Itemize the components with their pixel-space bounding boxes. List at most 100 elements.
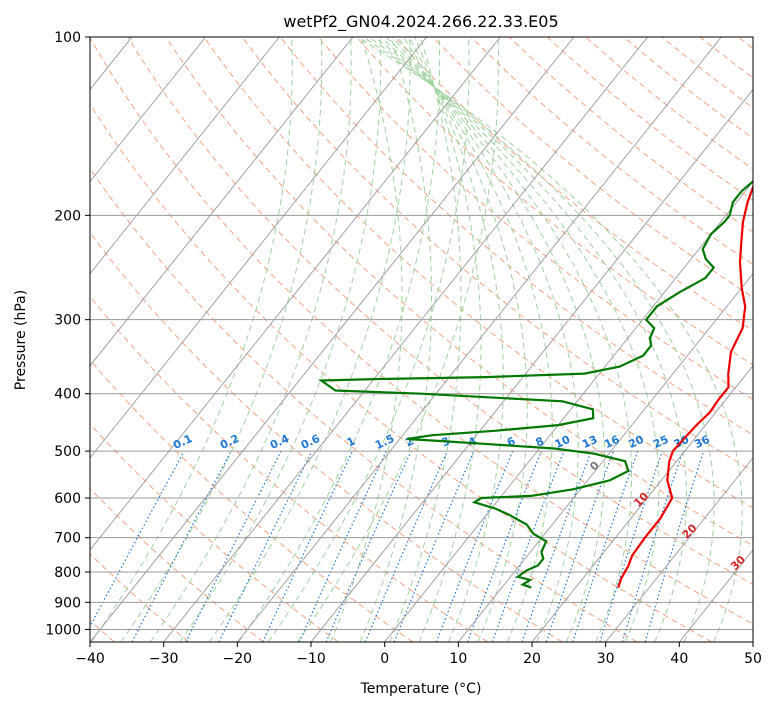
mixing-ratio-label: 0.6 xyxy=(299,432,322,452)
isotherm xyxy=(90,37,428,459)
y-tick-label: 900 xyxy=(54,595,81,611)
isotherm xyxy=(605,457,753,642)
dry-adiabat xyxy=(394,37,753,332)
dewpoint-line xyxy=(317,179,753,589)
mixing-ratio-line xyxy=(621,450,684,642)
dry-adiabat xyxy=(90,167,638,642)
x-tick-label: −40 xyxy=(75,651,105,667)
mixing-ratio-line xyxy=(572,450,639,642)
mixing-ratio-line xyxy=(364,450,448,642)
moist-adiabat xyxy=(238,37,441,642)
x-tick-label: −10 xyxy=(296,651,326,667)
mixing-ratio-line xyxy=(262,450,354,642)
moist-adiabat xyxy=(208,37,411,642)
dry-adiabat xyxy=(547,37,753,201)
mixing-ratio-label: 16 xyxy=(602,433,622,451)
dry-adiabat xyxy=(90,295,488,642)
mixing-ratio-label: 36 xyxy=(692,433,712,451)
dry-adiabat xyxy=(356,37,753,366)
y-tick-label: 200 xyxy=(54,208,81,224)
isotherm xyxy=(90,37,207,183)
adiabat-label: 0 xyxy=(587,458,602,473)
dry-adiabat xyxy=(318,37,753,401)
moist-adiabat xyxy=(408,37,504,642)
moist-adiabat xyxy=(368,37,687,642)
isotherm xyxy=(0,37,58,642)
mixing-ratio-line xyxy=(185,450,282,642)
mixing-ratio-line xyxy=(218,450,313,642)
dry-adiabat xyxy=(585,37,753,170)
mixing-ratio-line xyxy=(435,450,514,642)
x-tick-label: 20 xyxy=(523,651,541,667)
y-tick-label: 600 xyxy=(54,491,81,507)
mixing-ratio-label: 0.1 xyxy=(171,432,194,452)
y-tick-label: 100 xyxy=(54,30,81,46)
moist-adiabat xyxy=(297,37,499,642)
x-tick-label: −30 xyxy=(149,651,179,667)
x-tick-label: −20 xyxy=(223,651,253,667)
dry-adiabat xyxy=(508,37,753,233)
dry-adiabat xyxy=(737,37,753,49)
mixing-ratio-label: 0.2 xyxy=(218,432,241,452)
x-tick-label: 30 xyxy=(597,651,615,667)
chart-title: wetPf2_GN04.2024.266.22.33.E05 xyxy=(283,12,558,32)
isotherm xyxy=(384,180,753,642)
moist-adiabat xyxy=(380,37,633,642)
dry-adiabat xyxy=(203,37,753,509)
mixing-ratio-label: 6 xyxy=(505,434,518,449)
adiabat-label: -10 xyxy=(71,404,94,427)
isotherm xyxy=(678,549,753,642)
adiabat-label: 30 xyxy=(728,553,748,573)
mixing-ratio-label: 10 xyxy=(553,433,573,451)
x-tick-label: 0 xyxy=(380,651,389,667)
temperature-line xyxy=(617,184,753,588)
plot-frame xyxy=(89,36,754,643)
x-tick-label: 50 xyxy=(744,651,762,667)
dry-adiabat xyxy=(90,37,753,625)
dry-adiabat xyxy=(90,423,339,642)
mixing-ratio-line xyxy=(325,450,412,642)
y-tick-label: 400 xyxy=(54,387,81,403)
moist-adiabat xyxy=(359,37,433,642)
isotherm xyxy=(752,641,753,642)
isotherm xyxy=(310,88,753,642)
moist-adiabat xyxy=(385,37,606,642)
y-axis: 100 200 300 400 500 600 700 800 900 1000 xyxy=(45,30,90,638)
mixing-ratio-label: 1 xyxy=(345,434,357,449)
moist-adiabat xyxy=(374,37,660,642)
isotherm xyxy=(236,37,722,642)
sounding-series xyxy=(317,179,753,589)
moist-adiabat xyxy=(330,37,403,642)
dry-adiabat xyxy=(90,102,712,642)
x-axis: −40 −30 −20 −10 0 10 20 30 40 50 xyxy=(75,642,762,667)
adiabat-label: 20 xyxy=(680,521,700,541)
isotherm xyxy=(531,365,753,642)
isotherm xyxy=(457,272,753,642)
isotherm xyxy=(90,37,575,642)
dry-adiabat xyxy=(470,37,753,266)
x-axis-label: Temperature (°C) xyxy=(360,681,482,697)
dry-adiabat xyxy=(165,37,753,547)
mixing-ratio-line xyxy=(90,450,185,628)
mixing-ratio-line xyxy=(521,450,592,642)
moist-adiabat xyxy=(120,37,323,642)
moist-adiabat xyxy=(391,37,579,642)
dry-adiabat xyxy=(90,231,563,642)
moist-adiabat xyxy=(389,37,462,642)
moist-adiabat xyxy=(414,37,482,642)
y-tick-label: 800 xyxy=(54,565,81,581)
mixing-ratio-line xyxy=(599,450,663,642)
y-tick-label: 300 xyxy=(54,313,81,329)
mixing-ratio-line xyxy=(644,450,705,642)
dry-adiabat xyxy=(90,487,264,642)
isotherm xyxy=(90,37,280,275)
adiabat-label: -20 xyxy=(0,376,13,399)
mixing-ratio-label: 20 xyxy=(626,433,646,451)
y-tick-label: 1000 xyxy=(45,622,81,638)
moist-adiabat xyxy=(363,37,715,642)
moist-adiabat xyxy=(357,37,743,642)
x-tick-label: 10 xyxy=(449,651,467,667)
dry-adiabat xyxy=(432,37,753,298)
isotherm xyxy=(163,37,649,642)
